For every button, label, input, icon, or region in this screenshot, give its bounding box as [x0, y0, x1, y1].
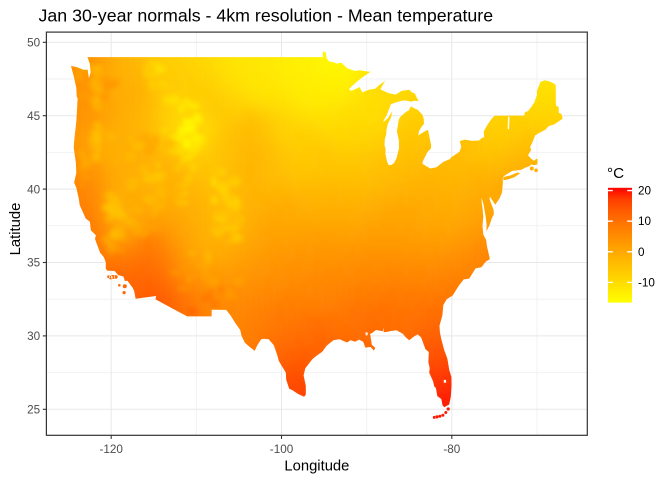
- svg-text:40: 40: [27, 183, 41, 196]
- svg-text:45: 45: [27, 110, 41, 123]
- svg-text:Longitude: Longitude: [284, 459, 349, 475]
- svg-text:°C: °C: [607, 165, 624, 182]
- svg-text:Jan 30-year normals - 4km reso: Jan 30-year normals - 4km resolution - M…: [39, 5, 494, 25]
- svg-text:0: 0: [638, 246, 645, 259]
- svg-text:20: 20: [638, 185, 652, 198]
- svg-text:Latitude: Latitude: [8, 203, 24, 256]
- svg-text:-10: -10: [638, 276, 655, 289]
- svg-text:50: 50: [27, 37, 41, 50]
- svg-text:-80: -80: [443, 443, 460, 456]
- svg-text:35: 35: [27, 257, 41, 270]
- svg-text:25: 25: [27, 404, 41, 417]
- svg-text:-120: -120: [99, 443, 123, 456]
- svg-text:30: 30: [27, 330, 41, 343]
- svg-text:10: 10: [638, 215, 652, 228]
- svg-text:-100: -100: [270, 443, 294, 456]
